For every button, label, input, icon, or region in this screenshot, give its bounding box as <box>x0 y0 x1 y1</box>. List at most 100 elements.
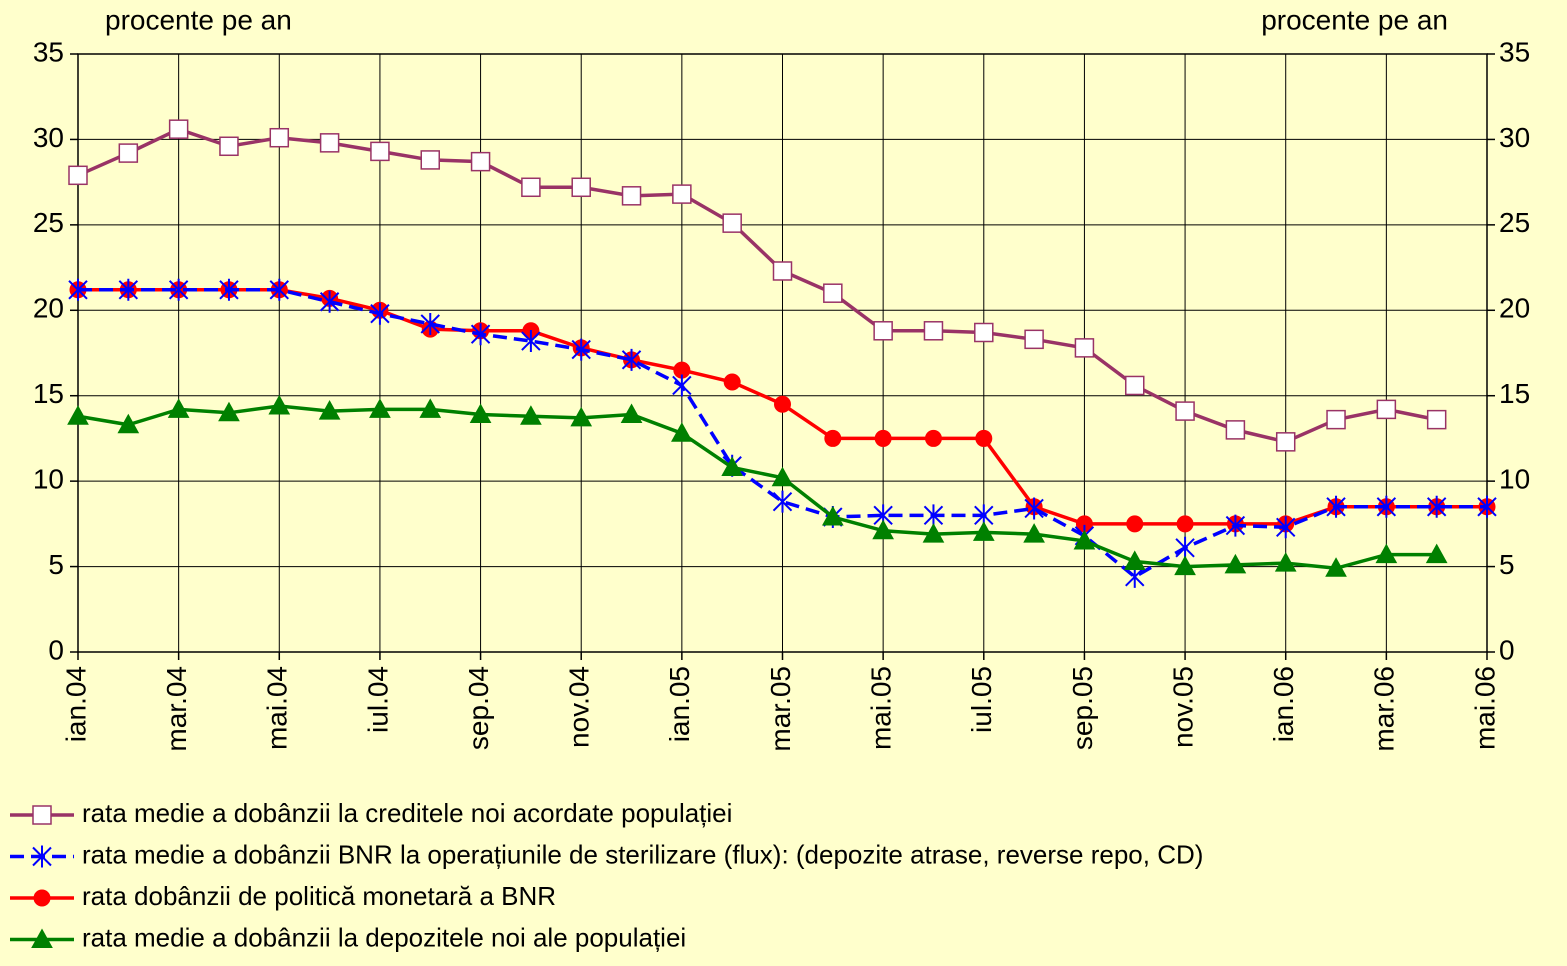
marker <box>772 490 793 513</box>
x-tick-label: ian.04 <box>60 666 91 742</box>
legend-entry: rata dobânzii de politică monetară a BNR <box>10 881 556 911</box>
marker <box>118 143 139 163</box>
x-tick-label: iul.05 <box>966 666 997 733</box>
marker <box>168 119 189 139</box>
marker <box>1126 515 1144 533</box>
marker <box>520 405 542 425</box>
marker <box>722 213 742 233</box>
x-tick-label: mar.05 <box>765 666 796 752</box>
marker <box>772 261 793 281</box>
y-tick-label: 20 <box>33 293 64 324</box>
marker <box>420 150 440 170</box>
marker <box>1426 409 1447 430</box>
marker <box>469 403 492 424</box>
marker <box>219 278 239 301</box>
marker <box>1176 515 1194 533</box>
marker <box>924 429 942 447</box>
x-tick-label: mai.05 <box>866 666 897 750</box>
y-tick-label: 15 <box>33 378 64 409</box>
marker <box>369 398 391 418</box>
marker <box>975 429 993 447</box>
y2-tick-label: 10 <box>1499 464 1530 495</box>
marker <box>923 321 944 341</box>
marker <box>521 330 541 353</box>
marker <box>268 394 291 415</box>
marker <box>621 348 642 371</box>
marker <box>824 429 842 447</box>
y-tick-label: 30 <box>33 122 64 153</box>
legend-label: rata medie a dobânzii la creditele noi a… <box>82 798 732 828</box>
x-tick-label: mar.06 <box>1369 666 1400 752</box>
marker <box>873 321 893 341</box>
y2-tick-label: 25 <box>1499 207 1530 238</box>
marker <box>621 186 642 206</box>
marker <box>68 278 88 301</box>
legend-entry: rata medie a dobânzii BNR la operațiunil… <box>10 839 1203 869</box>
x-tick-label: nov.05 <box>1167 666 1198 748</box>
y-tick-label: 10 <box>33 464 64 495</box>
y2-tick-label: 15 <box>1499 378 1530 409</box>
marker <box>1275 432 1296 452</box>
x-tick-label: mar.04 <box>161 666 192 752</box>
marker <box>269 278 289 301</box>
legend-label: rata dobânzii de politică monetară a BNR <box>82 881 556 911</box>
y-axis-label: procente pe an <box>105 4 292 35</box>
marker <box>1376 399 1397 420</box>
marker <box>1325 557 1347 577</box>
marker <box>972 521 995 541</box>
marker <box>1123 550 1146 570</box>
marker <box>874 429 892 447</box>
marker <box>370 302 390 325</box>
y2-axis-label: procente pe an <box>1261 4 1448 35</box>
marker <box>672 184 692 204</box>
x-tick-label: sep.05 <box>1067 666 1098 750</box>
marker <box>974 322 994 343</box>
marker <box>620 403 643 424</box>
marker <box>1175 536 1195 559</box>
marker <box>67 405 89 425</box>
legend-marker <box>32 805 52 825</box>
x-tick-label: ian.05 <box>664 666 695 742</box>
y2-tick-label: 0 <box>1499 634 1515 665</box>
marker <box>269 127 290 148</box>
marker <box>1125 375 1145 396</box>
x-tick-label: ian.06 <box>1268 666 1299 742</box>
marker <box>1225 514 1246 537</box>
marker <box>774 395 791 413</box>
x-tick-label: sep.04 <box>463 666 494 750</box>
marker <box>318 400 341 420</box>
marker <box>571 338 591 361</box>
marker <box>319 133 340 153</box>
y2-tick-label: 5 <box>1499 549 1515 580</box>
legend-marker <box>33 889 51 907</box>
x-tick-label: nov.04 <box>564 666 595 748</box>
y2-tick-label: 30 <box>1499 122 1530 153</box>
marker <box>1175 401 1195 421</box>
plot-border <box>77 53 1488 653</box>
legend-marker <box>31 928 53 948</box>
marker <box>118 278 139 301</box>
marker <box>571 177 591 198</box>
y2-tick-label: 20 <box>1499 293 1530 324</box>
marker <box>218 401 240 422</box>
y-tick-label: 0 <box>48 634 64 665</box>
marker <box>168 278 189 301</box>
x-tick-label: mai.04 <box>262 666 293 750</box>
y-tick-label: 5 <box>48 549 64 580</box>
marker <box>1225 420 1246 440</box>
marker <box>117 413 140 434</box>
marker <box>1024 497 1044 520</box>
legend-label: rata medie a dobânzii BNR la operațiunil… <box>82 839 1203 869</box>
marker <box>923 504 944 527</box>
marker <box>167 398 190 418</box>
marker <box>470 323 491 346</box>
marker <box>420 312 440 335</box>
marker <box>721 456 744 476</box>
series-line <box>77 404 1437 571</box>
marker <box>823 283 843 303</box>
marker <box>1274 552 1297 572</box>
marker <box>1425 543 1448 564</box>
y-tick-label: 25 <box>33 207 64 238</box>
y-tick-label: 35 <box>33 36 64 67</box>
